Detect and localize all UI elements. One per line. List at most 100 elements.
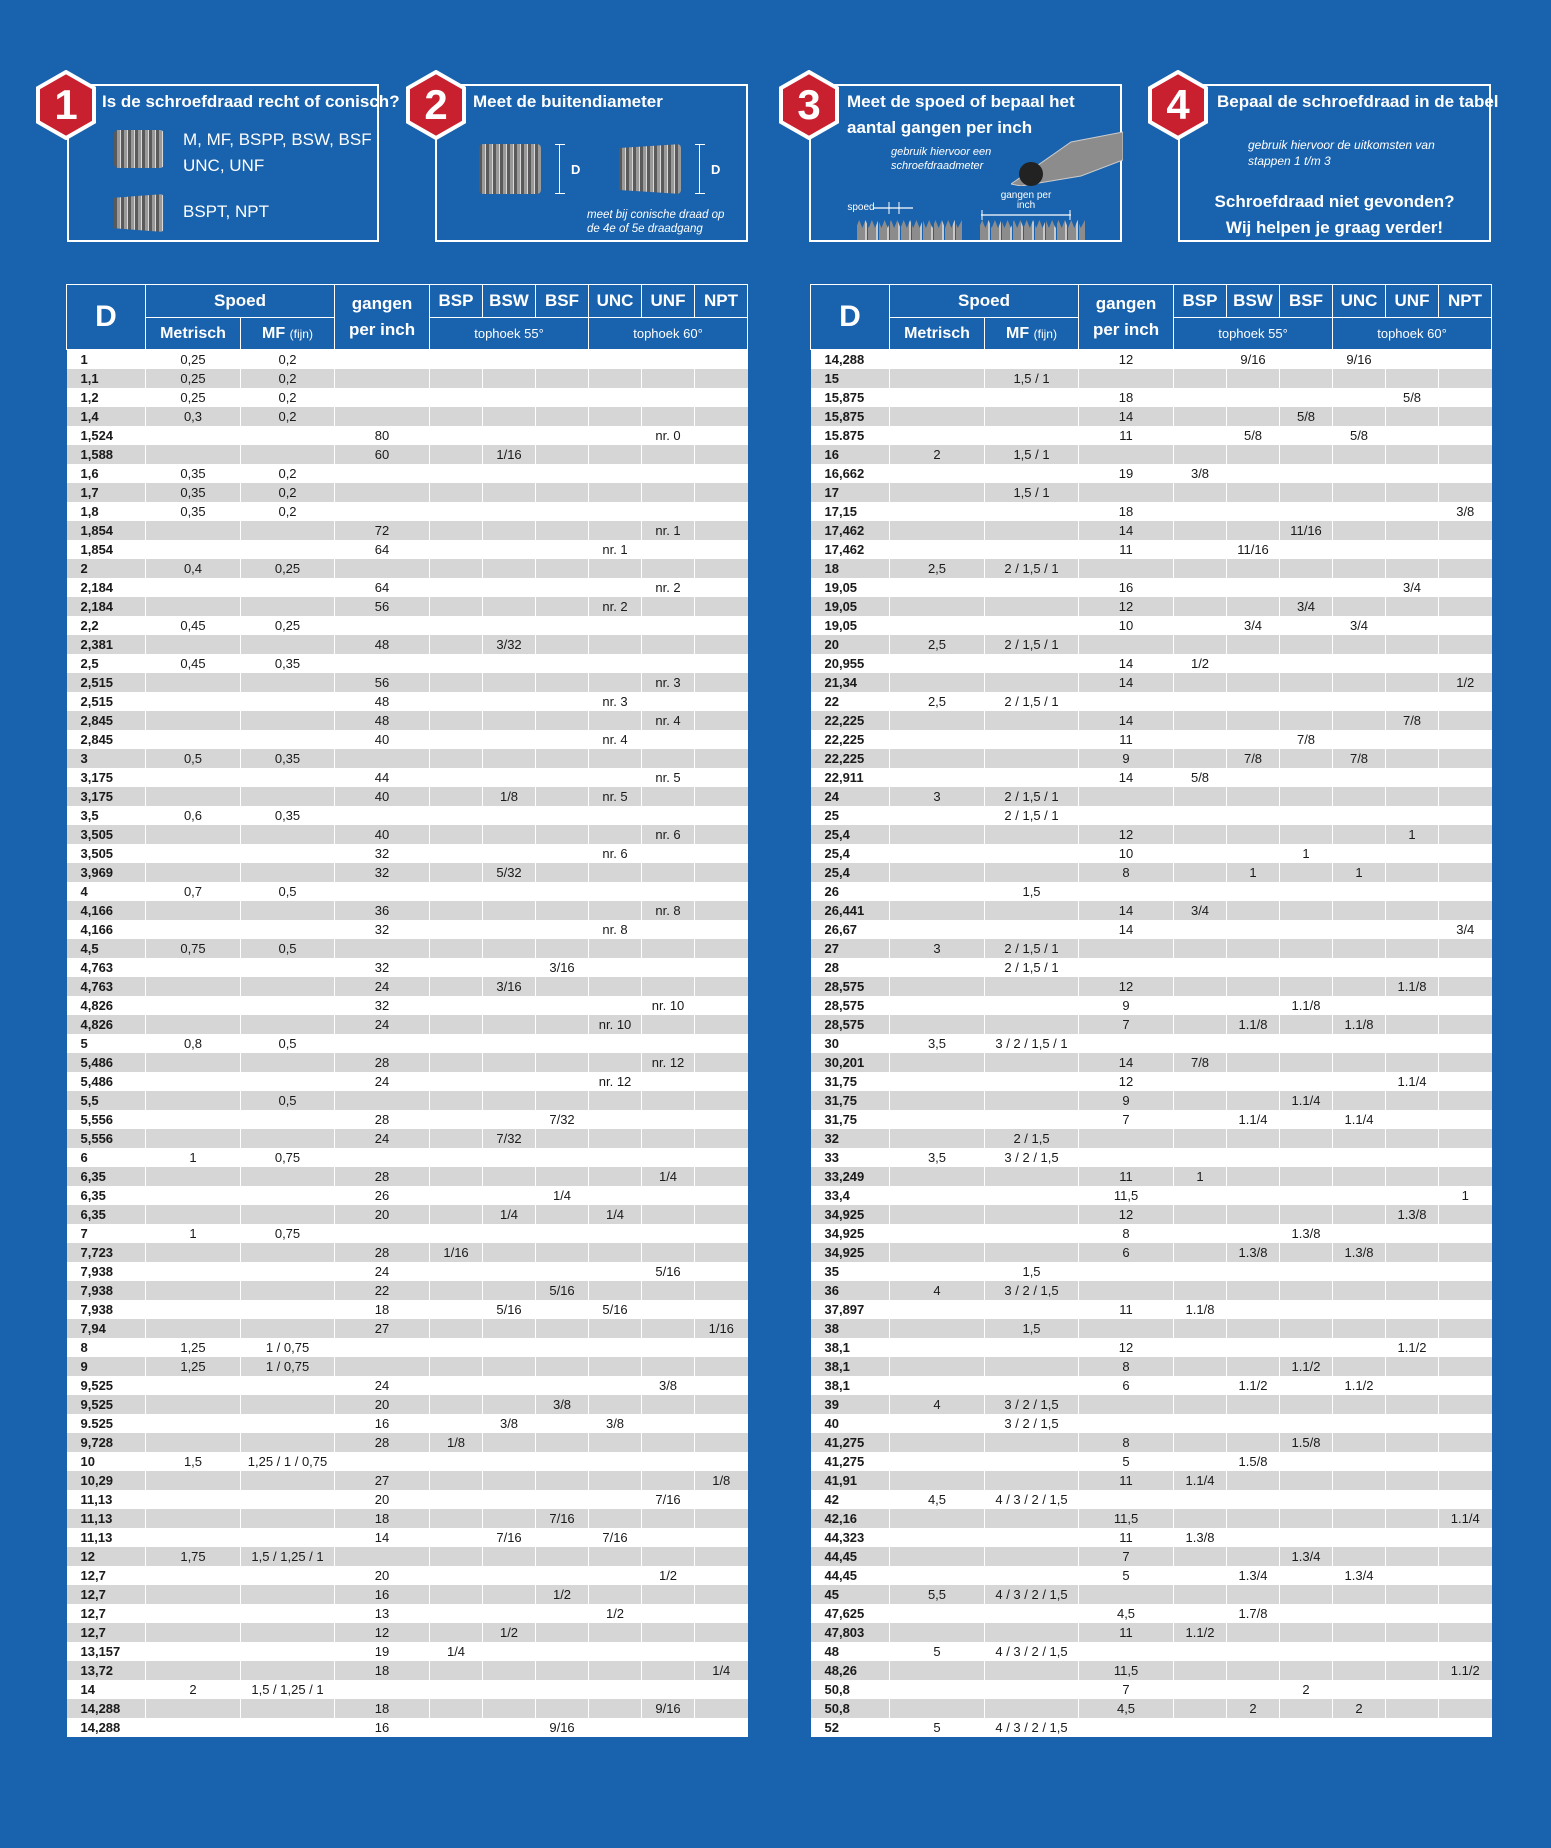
table-cell: 5,486 xyxy=(66,1072,146,1091)
table-cell: 27 xyxy=(334,1319,431,1338)
table-cell: 1.5/8 xyxy=(1226,1452,1281,1471)
table-cell xyxy=(1226,1623,1281,1642)
table-cell: 7/32 xyxy=(482,1129,537,1148)
table-cell xyxy=(694,1034,748,1053)
tophoek-60-header-right: tophoek 60° xyxy=(1332,317,1493,350)
table-cell xyxy=(482,1585,537,1604)
table-cell xyxy=(145,1015,241,1034)
thread-table-left: D Spoed gangen per inch BSP BSW BSF UNC … xyxy=(66,284,749,1737)
table-cell xyxy=(240,1661,336,1680)
table-cell: 12,7 xyxy=(66,1566,146,1585)
table-cell: 3,5 xyxy=(889,1148,985,1167)
table-cell xyxy=(694,1262,748,1281)
table-cell xyxy=(429,1262,484,1281)
table-cell xyxy=(889,1243,985,1262)
table-row: 7,94 27 1/16 xyxy=(66,1319,748,1338)
table-row: 50,8 7 2 xyxy=(810,1680,1492,1699)
table-cell xyxy=(984,407,1080,426)
table-cell xyxy=(984,1528,1080,1547)
table-cell: 2 / 1,5 / 1 xyxy=(984,787,1080,806)
table-cell: 1,2 xyxy=(66,388,146,407)
table-cell xyxy=(1226,369,1281,388)
table-cell: 19,05 xyxy=(810,578,890,597)
table-cell xyxy=(240,635,336,654)
table-cell: 25,4 xyxy=(810,863,890,882)
table-row: 31,75 7 1.1/4 1.1/4 xyxy=(810,1110,1492,1129)
table-cell: 1.3/8 xyxy=(1226,1243,1281,1262)
table-cell: 0,75 xyxy=(145,939,241,958)
table-row: 7,938 18 5/16 5/16 xyxy=(66,1300,748,1319)
table-cell xyxy=(984,1566,1080,1585)
measure-straight-thread-icon xyxy=(479,144,541,194)
thread-gauge-icon xyxy=(1011,131,1123,186)
table-cell xyxy=(1226,673,1281,692)
table-cell xyxy=(1385,1718,1440,1737)
measure-tapered-thread-icon xyxy=(619,144,681,194)
table-cell xyxy=(1332,483,1387,502)
table-cell xyxy=(641,1642,696,1661)
table-cell xyxy=(1438,483,1492,502)
table-cell: 0,35 xyxy=(145,483,241,502)
table-cell xyxy=(1332,597,1387,616)
table-cell xyxy=(1173,388,1228,407)
table-cell xyxy=(535,388,590,407)
table-cell xyxy=(334,1224,431,1243)
table-cell xyxy=(1173,1376,1228,1395)
table-cell: 28 xyxy=(334,1167,431,1186)
table-cell xyxy=(1226,1509,1281,1528)
table-cell xyxy=(429,1376,484,1395)
table-cell xyxy=(1438,1471,1492,1490)
table-cell xyxy=(535,1699,590,1718)
table-row: 26 1,5 xyxy=(810,882,1492,901)
table-cell xyxy=(429,1129,484,1148)
table-cell xyxy=(429,1528,484,1547)
table-cell: 6 xyxy=(1078,1243,1175,1262)
step-4-box: Bepaal de schroefdraad in de tabel gebru… xyxy=(1178,84,1499,242)
table-cell: 2 / 1,5 / 1 xyxy=(984,559,1080,578)
table-cell xyxy=(889,1053,985,1072)
table-cell xyxy=(535,1566,590,1585)
table-cell xyxy=(1226,882,1281,901)
table-row: 4,763 24 3/16 xyxy=(66,977,748,996)
table-cell: 41,91 xyxy=(810,1471,890,1490)
table-cell xyxy=(1332,768,1387,787)
table-cell: 16 xyxy=(334,1414,431,1433)
table-cell xyxy=(240,768,336,787)
table-cell xyxy=(588,369,643,388)
table-cell xyxy=(1438,1376,1492,1395)
table-cell: 1/2 xyxy=(641,1566,696,1585)
table-row: 15,875 14 5/8 xyxy=(810,407,1492,426)
table-cell xyxy=(588,1661,643,1680)
table-cell xyxy=(482,616,537,635)
table-row: 5,486 24 nr. 12 xyxy=(66,1072,748,1091)
table-cell xyxy=(1385,996,1440,1015)
table-cell: 1,5 / 1 xyxy=(984,483,1080,502)
table-cell xyxy=(429,1072,484,1091)
table-cell xyxy=(1226,1490,1281,1509)
table-cell xyxy=(889,730,985,749)
table-cell xyxy=(1226,939,1281,958)
col-metrisch-header: Metrisch xyxy=(145,317,241,350)
table-cell xyxy=(889,540,985,559)
table-cell: 10 xyxy=(1078,616,1175,635)
table-cell xyxy=(1226,806,1281,825)
table-row: 15 1,5 / 1 xyxy=(810,369,1492,388)
table-cell xyxy=(694,996,748,1015)
table-cell: 18 xyxy=(334,1661,431,1680)
table-cell xyxy=(334,559,431,578)
table-cell xyxy=(694,844,748,863)
table-row: 30 3,5 3 / 2 / 1,5 / 1 xyxy=(810,1034,1492,1053)
table-cell xyxy=(1438,1623,1492,1642)
table-cell: 1.1/8 xyxy=(1279,996,1334,1015)
gangen-header-line-2: per inch xyxy=(348,320,416,339)
table-cell: 41,275 xyxy=(810,1452,890,1471)
table-cell xyxy=(1173,521,1228,540)
table-cell xyxy=(1438,1015,1492,1034)
table-cell: 52 xyxy=(810,1718,890,1737)
table-cell: 9 xyxy=(66,1357,146,1376)
table-cell xyxy=(1438,1034,1492,1053)
table-cell: 13 xyxy=(334,1604,431,1623)
table-cell xyxy=(429,1585,484,1604)
table-cell xyxy=(1385,616,1440,635)
table-row: 16 2 1,5 / 1 xyxy=(810,445,1492,464)
